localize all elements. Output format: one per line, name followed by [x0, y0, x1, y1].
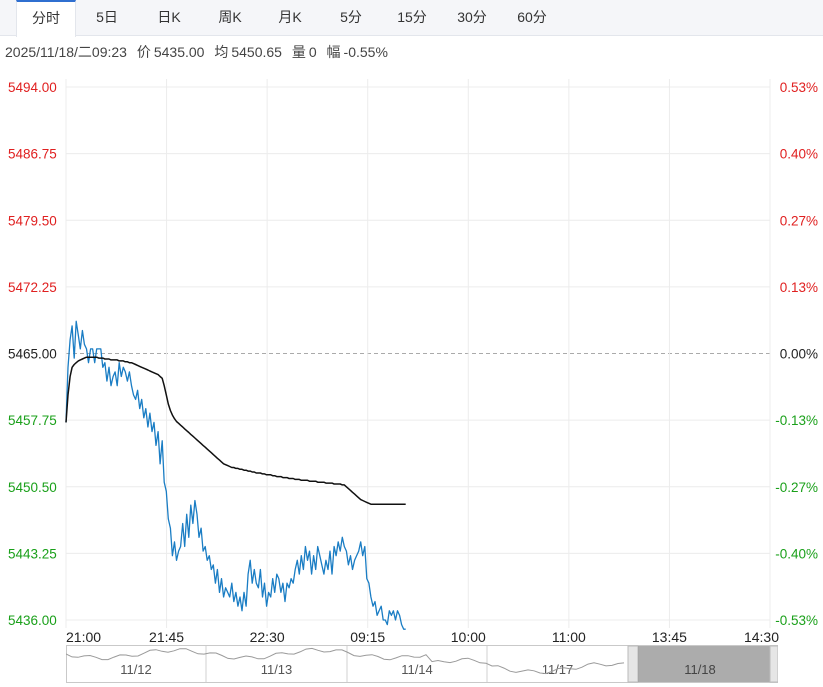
tab-15min[interactable]: 15分: [397, 9, 427, 25]
x-tick-label: 09:15: [350, 629, 385, 645]
tab-30min[interactable]: 30分: [457, 9, 487, 25]
price-line: [65, 320, 406, 630]
y-tick-label: 5486.75: [8, 147, 57, 162]
period-tab-bar: 分时 5日 日K 周K 月K 5分 15分 30分 60分: [0, 0, 823, 37]
x-tick-label: 14:30: [744, 629, 779, 645]
chart-lines: [65, 320, 406, 630]
y-tick-label: 5436.00: [8, 613, 57, 628]
info-datetime: 2025/11/18/二09:23: [5, 44, 127, 60]
date-navigator[interactable]: 11/12 11/13 11/14 11/17 11/18: [66, 645, 778, 683]
y-tick-pct-label: 0.27%: [780, 213, 818, 228]
x-axis: 21:00 21:45 22:30 09:15 10:00 11:00 13:45 14:30: [66, 629, 779, 645]
tab-monthly-k[interactable]: 月K: [278, 9, 302, 25]
tab-5day[interactable]: 5日: [96, 9, 118, 25]
info-chg: -0.55%: [343, 44, 388, 60]
y-tick-label: 5472.25: [8, 280, 57, 295]
y-tick-pct-label: 0.40%: [780, 147, 818, 162]
navigator-selection: [638, 646, 770, 682]
x-tick-label: 21:00: [66, 629, 101, 645]
y-tick-label: 5443.25: [8, 546, 57, 561]
navigator-trace: [66, 647, 625, 675]
navigator-date-label-selected: 11/18: [684, 662, 716, 677]
info-avg: 5450.65: [231, 44, 282, 60]
navigator-date-label: 11/17: [542, 662, 574, 677]
y-tick-pct-label: -0.53%: [775, 613, 818, 628]
tab-5min[interactable]: 5分: [340, 9, 362, 25]
x-tick-label: 21:45: [149, 629, 184, 645]
tab-intraday[interactable]: 分时: [16, 0, 76, 37]
x-tick-label: 10:00: [451, 629, 486, 645]
info-avg-label: 均: [214, 44, 229, 60]
y-tick-pct-label: -0.27%: [775, 480, 818, 495]
y-tick-label: 5479.50: [8, 213, 57, 228]
y-tick-label: 5465.00: [8, 347, 57, 362]
tab-60min[interactable]: 60分: [517, 9, 547, 25]
info-vol-label: 量: [291, 44, 306, 60]
y-axis-percent: 0.53% 0.40% 0.27% 0.13% 0.00% -0.13% -0.27% -0.…: [775, 80, 818, 628]
tab-daily-k[interactable]: 日K: [157, 9, 181, 25]
y-tick-pct-label: 0.13%: [780, 280, 818, 295]
navigator-handle-left: [627, 645, 639, 683]
x-tick-label: 22:30: [250, 629, 285, 645]
chart-grid: [65, 79, 771, 628]
tab-weekly-k[interactable]: 周K: [218, 9, 242, 25]
info-price-label: 价: [136, 44, 151, 60]
navigator-date-label: 11/13: [261, 662, 293, 677]
y-tick-label: 5450.50: [8, 480, 57, 495]
average-price-line: [65, 356, 406, 505]
intraday-chart[interactable]: 5494.00 5486.75 5479.50 5472.25 5465.00 5457.…: [0, 62, 823, 645]
info-price: 5435.00: [153, 44, 205, 60]
navigator-handle-right: [769, 645, 778, 683]
y-tick-pct-label: -0.40%: [775, 546, 818, 561]
navigator-date-label: 11/14: [401, 662, 433, 677]
y-tick-label: 5457.75: [8, 413, 57, 428]
info-vol: 0: [308, 44, 317, 60]
y-tick-label: 5494.00: [8, 80, 57, 95]
y-tick-pct-label: 0.00%: [780, 347, 818, 362]
y-axis-price: 5494.00 5486.75 5479.50 5472.25 5465.00 5457.…: [8, 80, 57, 628]
navigator-date-label: 11/12: [120, 662, 152, 677]
y-tick-pct-label: -0.13%: [775, 413, 818, 428]
x-tick-label: 11:00: [552, 629, 586, 645]
y-tick-pct-label: 0.53%: [780, 80, 818, 95]
x-tick-label: 13:45: [652, 629, 687, 645]
info-chg-label: 幅: [326, 44, 341, 60]
